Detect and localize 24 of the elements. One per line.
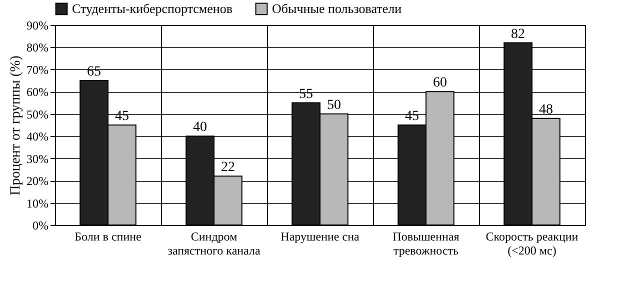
- x-tick-label: Боли в спине: [74, 230, 142, 244]
- data-label: 82: [511, 26, 526, 42]
- y-tick-label: 30%: [26, 152, 48, 166]
- y-tick-label: 20%: [26, 174, 48, 188]
- y-tick-label: 60%: [26, 85, 48, 100]
- legend-label: Обычные пользователи: [272, 0, 402, 16]
- data-label: 60: [432, 76, 447, 91]
- data-label: 22: [220, 160, 235, 176]
- y-tick-label: 0%: [32, 218, 48, 232]
- legend-label: Студенты-киберспортсменов: [72, 0, 233, 16]
- x-tick-label: Нарушение сна: [280, 230, 360, 244]
- y-tick-label: 40%: [26, 130, 48, 144]
- y-axis-title: Процент от группы (%): [8, 55, 24, 196]
- x-tick-label: Скорость реакции (<200 мс): [486, 230, 579, 258]
- y-tick-label: 80%: [26, 40, 48, 55]
- data-label: 40: [193, 120, 208, 136]
- data-label: 48: [538, 102, 553, 118]
- x-tick-label: Синдром запястного канала: [168, 230, 261, 258]
- x-tick-label: Повышенная тревожность: [392, 230, 460, 258]
- data-label: 50: [326, 98, 341, 113]
- y-tick-label: 70%: [26, 62, 48, 77]
- y-tick-label: 90%: [26, 18, 48, 32]
- y-tick-label: 10%: [26, 196, 48, 210]
- y-tick-label: 50%: [26, 107, 48, 122]
